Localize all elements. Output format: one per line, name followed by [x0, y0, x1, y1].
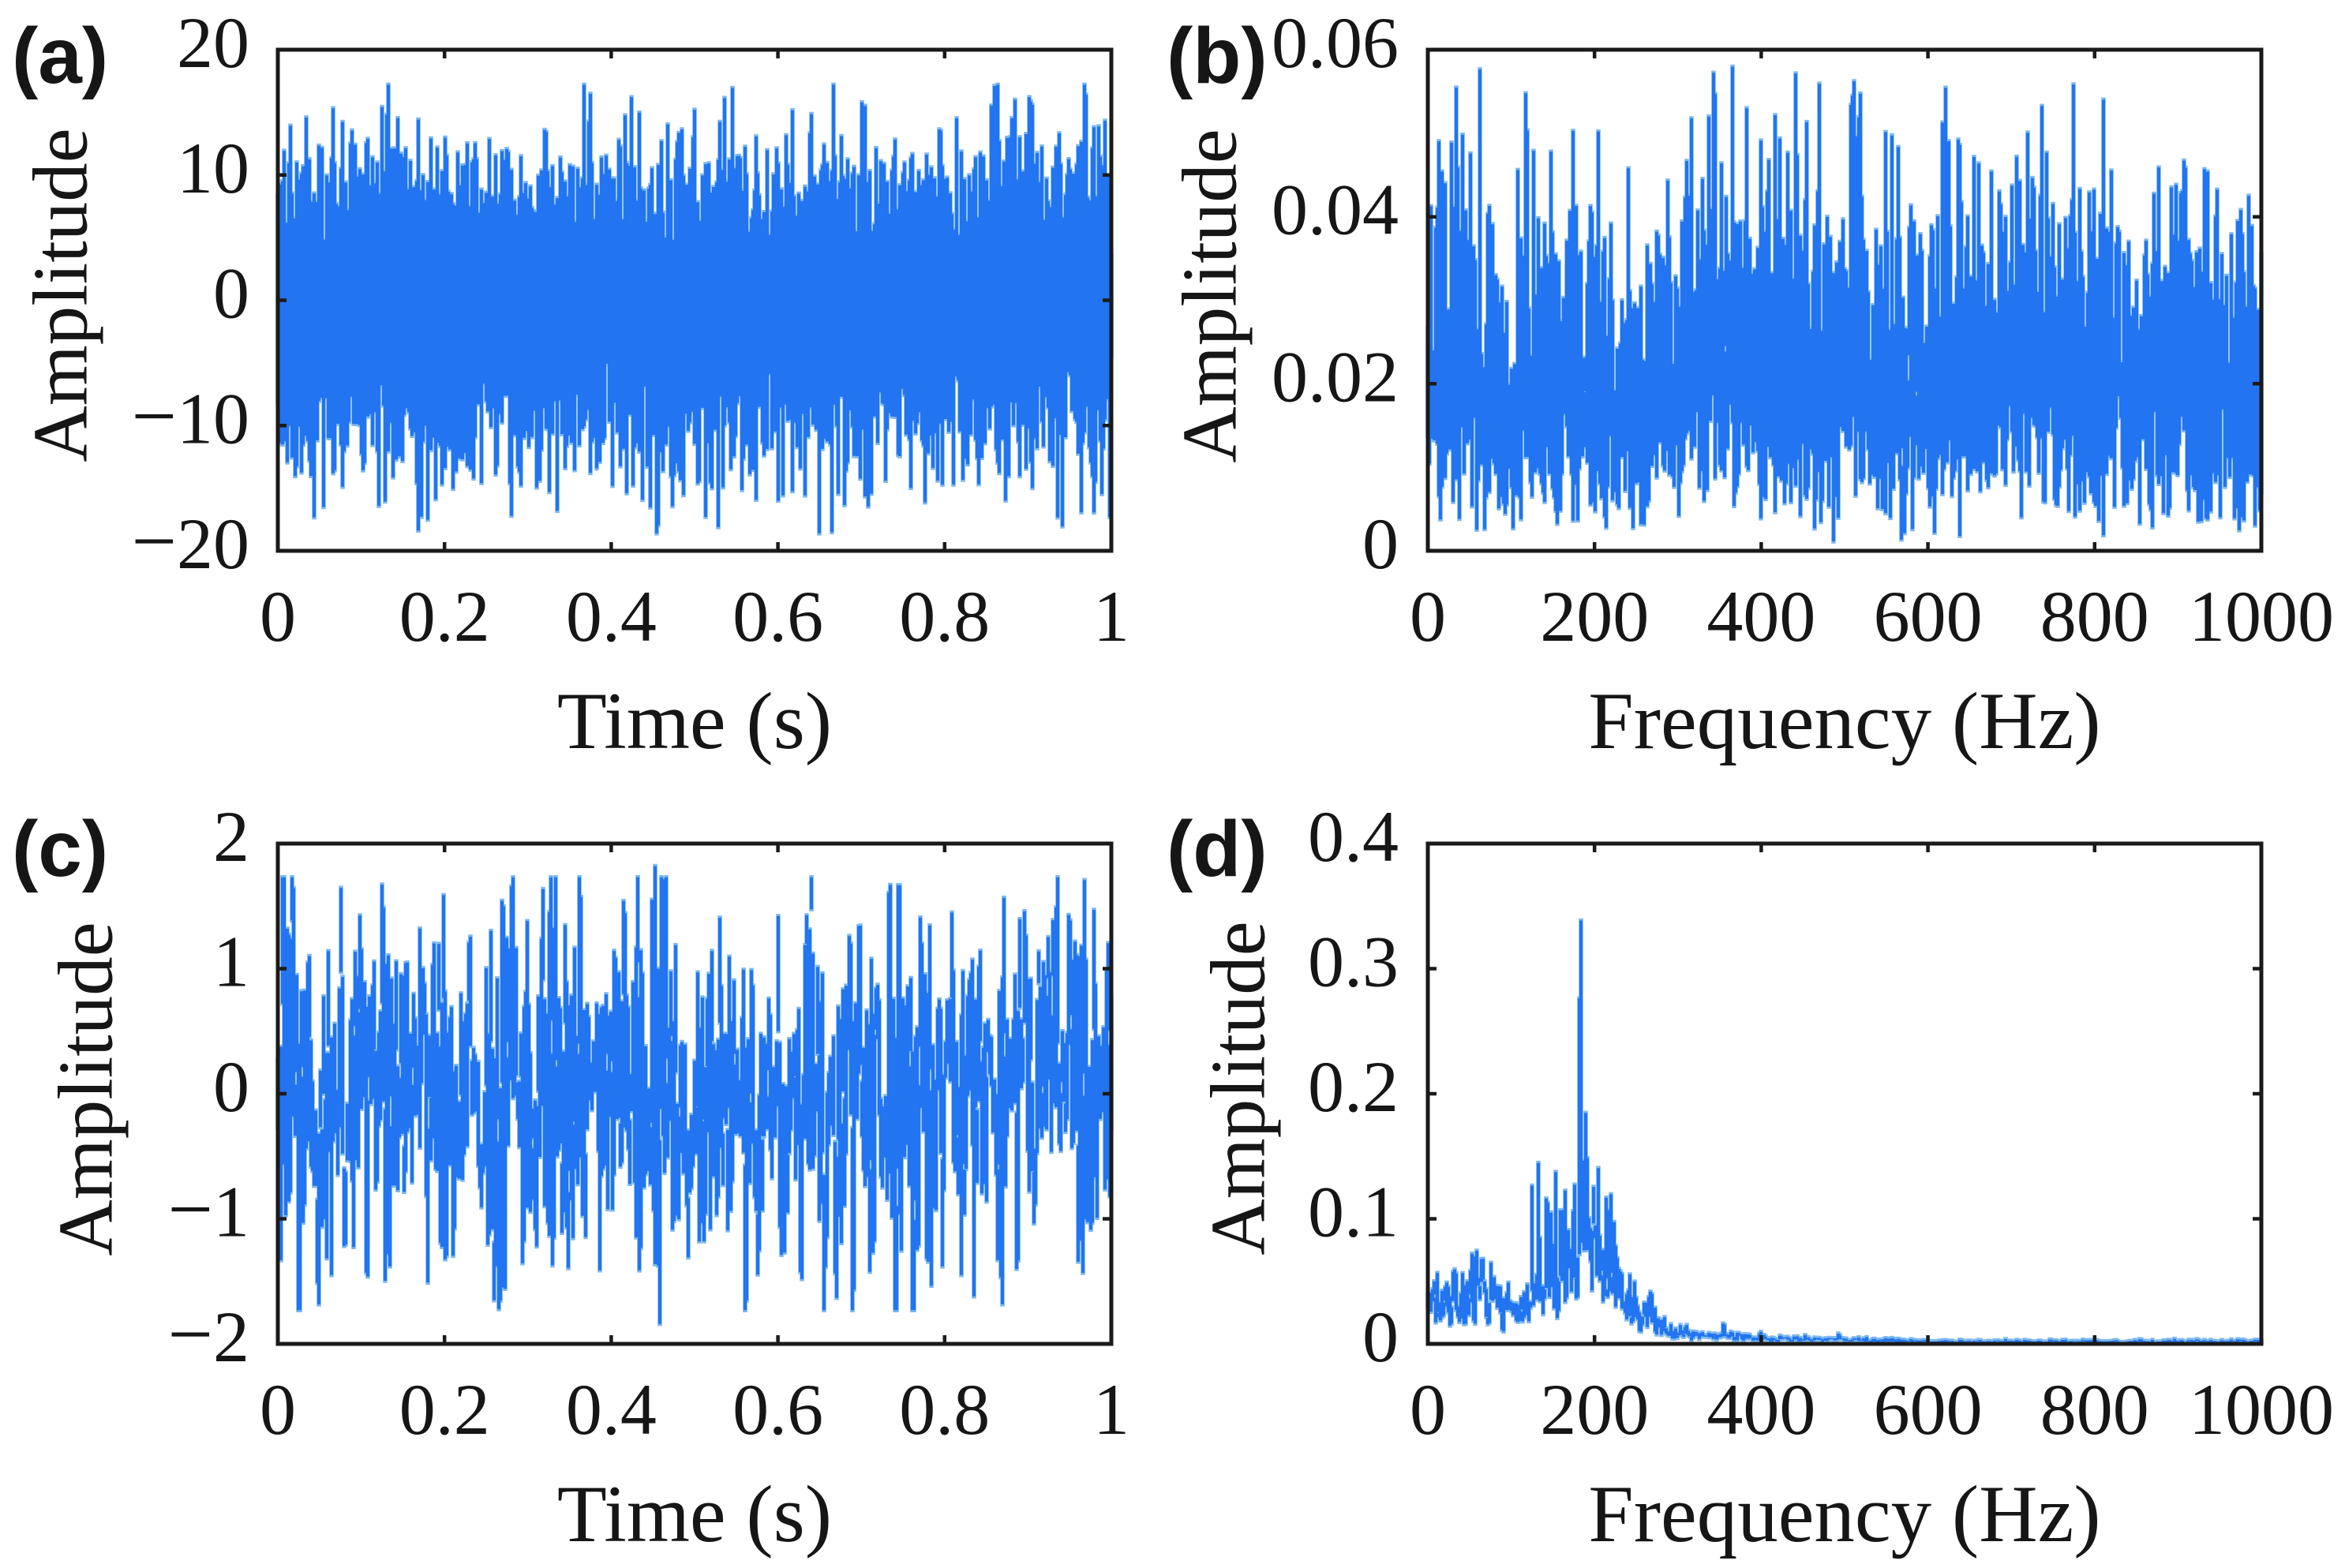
svg-text:0.02: 0.02 — [1272, 336, 1399, 417]
svg-text:Amplitude: Amplitude — [43, 922, 129, 1256]
svg-text:Amplitude: Amplitude — [18, 128, 104, 462]
svg-text:0.8: 0.8 — [899, 576, 990, 657]
svg-text:0: 0 — [1362, 503, 1399, 584]
svg-text:200: 200 — [1540, 576, 1649, 657]
svg-text:−2: −2 — [167, 1290, 249, 1379]
svg-text:20: 20 — [177, 2, 249, 83]
svg-text:Amplitude: Amplitude — [1167, 129, 1253, 462]
svg-text:1: 1 — [213, 922, 249, 1002]
svg-text:(c): (c) — [12, 805, 108, 893]
svg-text:1000: 1000 — [2189, 1369, 2334, 1450]
svg-text:(d): (d) — [1167, 805, 1268, 893]
svg-text:0.3: 0.3 — [1308, 922, 1399, 1002]
svg-text:200: 200 — [1540, 1369, 1649, 1450]
svg-text:Frequency (Hz): Frequency (Hz) — [1588, 1469, 2100, 1559]
svg-text:1: 1 — [1093, 576, 1129, 657]
svg-text:Amplitude: Amplitude — [1196, 921, 1282, 1255]
svg-text:0.8: 0.8 — [899, 1369, 990, 1450]
svg-text:0: 0 — [213, 253, 249, 334]
svg-text:0.4: 0.4 — [1308, 796, 1399, 877]
svg-text:1: 1 — [1093, 1369, 1129, 1450]
svg-text:0.2: 0.2 — [399, 576, 490, 657]
svg-text:800: 800 — [2040, 1369, 2149, 1450]
svg-text:0: 0 — [1362, 1297, 1399, 1377]
svg-text:(b): (b) — [1167, 12, 1268, 100]
svg-text:600: 600 — [1874, 1369, 1983, 1450]
svg-text:600: 600 — [1874, 576, 1983, 657]
svg-text:−1: −1 — [167, 1166, 249, 1255]
svg-text:800: 800 — [2040, 576, 2149, 657]
svg-text:Frequency (Hz): Frequency (Hz) — [1588, 676, 2100, 766]
svg-text:0.2: 0.2 — [399, 1369, 490, 1450]
svg-text:0: 0 — [1410, 1369, 1446, 1450]
svg-text:400: 400 — [1706, 576, 1815, 657]
svg-text:400: 400 — [1706, 1369, 1815, 1450]
svg-text:−10: −10 — [131, 372, 249, 461]
svg-text:0: 0 — [213, 1046, 249, 1127]
svg-text:(a): (a) — [12, 12, 108, 100]
svg-text:0: 0 — [260, 576, 296, 657]
svg-text:Time (s): Time (s) — [557, 1469, 832, 1559]
svg-text:0.1: 0.1 — [1308, 1172, 1399, 1252]
svg-text:0.6: 0.6 — [732, 576, 823, 657]
svg-text:0: 0 — [1410, 576, 1446, 657]
svg-text:0.04: 0.04 — [1272, 170, 1399, 250]
svg-text:−20: −20 — [131, 497, 249, 586]
svg-text:0.06: 0.06 — [1272, 2, 1399, 83]
svg-text:10: 10 — [177, 128, 249, 208]
svg-text:Time (s): Time (s) — [557, 676, 832, 766]
svg-text:0.6: 0.6 — [732, 1369, 823, 1450]
svg-text:0.4: 0.4 — [566, 576, 657, 657]
svg-text:0.4: 0.4 — [566, 1369, 657, 1450]
svg-text:0: 0 — [260, 1369, 296, 1450]
svg-text:1000: 1000 — [2189, 576, 2334, 657]
svg-text:0.2: 0.2 — [1308, 1046, 1399, 1127]
svg-text:2: 2 — [213, 796, 249, 877]
